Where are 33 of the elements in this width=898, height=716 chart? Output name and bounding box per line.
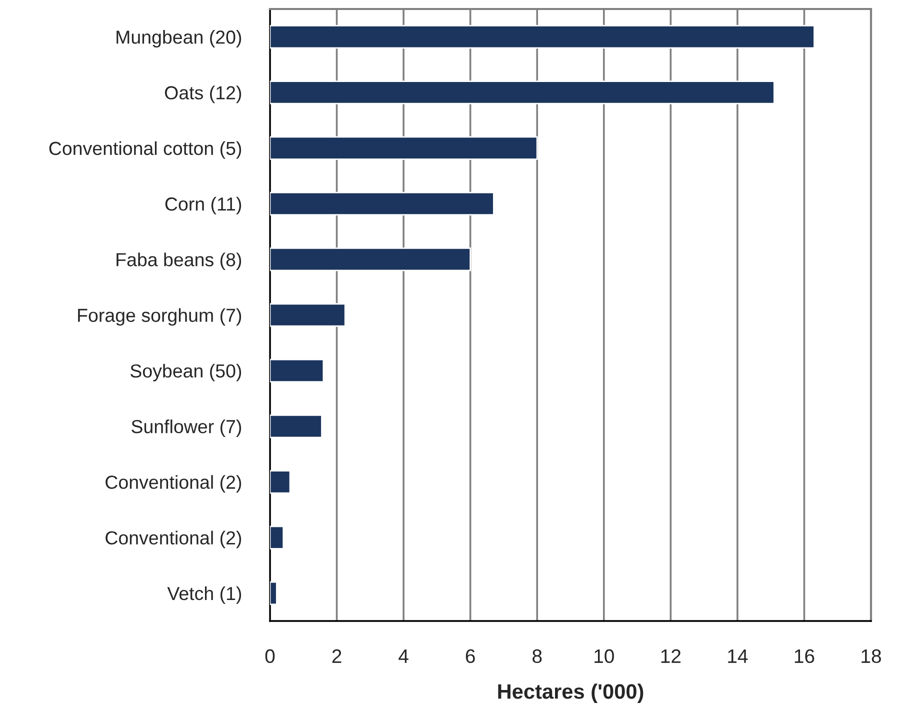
bar bbox=[270, 303, 346, 327]
x-tick-label: 8 bbox=[532, 649, 542, 664]
y-tick-label: Conventional (2) bbox=[106, 530, 242, 548]
bar bbox=[270, 526, 284, 550]
x-tick-label: 0 bbox=[265, 649, 275, 664]
bar bbox=[270, 414, 322, 438]
y-tick-label: Conventional (2) bbox=[106, 475, 242, 493]
bar bbox=[270, 248, 472, 272]
y-tick-label: Soybean (50) bbox=[130, 364, 242, 382]
x-tick-label: 4 bbox=[398, 649, 408, 663]
bar bbox=[270, 470, 291, 494]
y-tick-label: Corn (11) bbox=[165, 196, 242, 214]
y-tick-label: Oats (12) bbox=[164, 86, 242, 104]
y-tick-label: Vetch (1) bbox=[167, 586, 242, 604]
y-tick-label: Forage sorghum (7) bbox=[78, 308, 242, 326]
bar bbox=[270, 80, 775, 104]
y-tick-label: Conventional cotton (5) bbox=[49, 141, 242, 159]
x-tick-label: 18 bbox=[862, 649, 881, 664]
x-tick-label: 6 bbox=[466, 649, 475, 664]
bar bbox=[270, 192, 494, 216]
y-tick-label: Mungbean (20) bbox=[116, 30, 242, 48]
x-tick-label: 2 bbox=[332, 649, 342, 663]
x-axis-title: Hectares ('000) bbox=[498, 684, 644, 703]
x-tick-label: 14 bbox=[728, 649, 748, 663]
bar bbox=[270, 358, 324, 382]
bar bbox=[270, 24, 815, 49]
bar bbox=[270, 581, 278, 606]
y-tick-label: Faba beans (8) bbox=[116, 252, 242, 270]
x-tick-label: 10 bbox=[594, 649, 614, 664]
bar bbox=[270, 136, 538, 160]
x-tick-label: 12 bbox=[661, 649, 681, 663]
x-tick-label: 16 bbox=[794, 649, 814, 664]
y-tick-label: Sunflower (7) bbox=[132, 419, 242, 437]
